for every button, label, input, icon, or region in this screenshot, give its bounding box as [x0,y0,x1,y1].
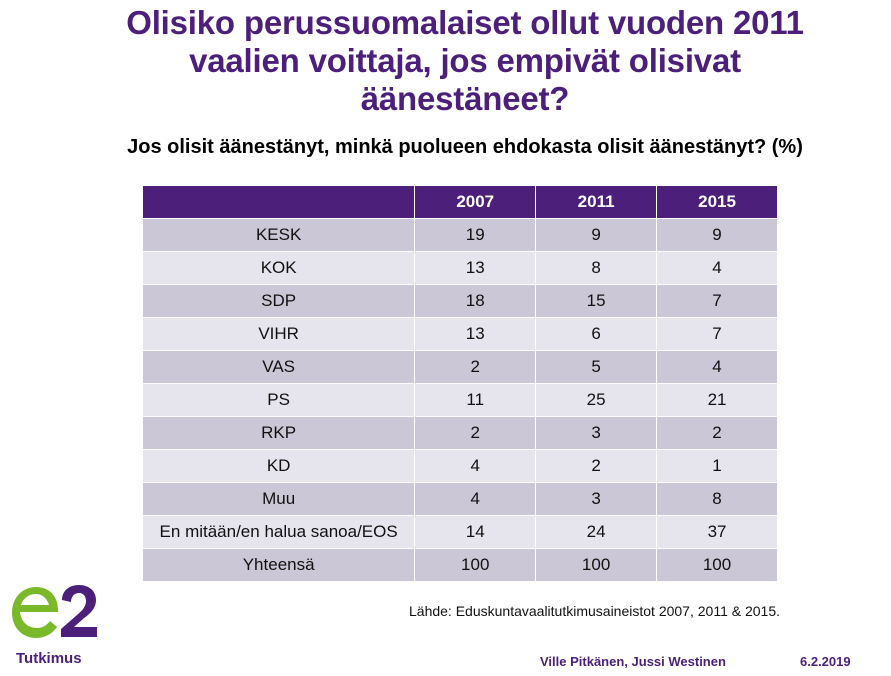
e2-logo-icon [12,585,97,638]
value-cell: 2 [414,350,537,384]
value-cell: 3 [535,482,658,516]
party-cell: PS [143,383,416,417]
value-cell: 4 [414,449,537,483]
party-cell: SDP [143,284,416,318]
logo-text: Tutkimus [16,650,82,667]
title-line-2: vaalien voittaja, jos empivät olisivat [189,42,741,79]
value-cell: 6 [535,317,658,351]
value-cell: 100 [656,548,778,582]
title-line-3: äänestäneet? [360,80,570,117]
value-cell: 2 [535,449,658,483]
value-cell: 15 [535,284,658,318]
table-row: Yhteensä 100 100 100 [143,548,778,582]
footer-authors: Ville Pitkänen, Jussi Westinen [540,654,726,669]
table-row: KOK 13 8 4 [143,251,778,285]
table-row: VAS 2 5 4 [143,350,778,384]
value-cell: 2 [414,416,537,450]
value-cell: 4 [414,482,537,516]
party-cell: VIHR [143,317,416,351]
party-cell: En mitään/en halua sanoa/EOS [143,515,416,549]
party-cell: KD [143,449,416,483]
table-row: PS 11 25 21 [143,383,778,417]
table-header-row: 2007 2011 2015 [143,186,778,219]
value-cell: 8 [535,251,658,285]
party-cell: VAS [143,350,416,384]
value-cell: 13 [414,317,537,351]
party-cell: Yhteensä [143,548,416,582]
value-cell: 5 [535,350,658,384]
header-party [143,186,416,219]
value-cell: 4 [656,350,778,384]
value-cell: 2 [656,416,778,450]
header-2011: 2011 [535,186,658,219]
party-cell: Muu [143,482,416,516]
table-row: VIHR 13 6 7 [143,317,778,351]
value-cell: 25 [535,383,658,417]
source-note: Lähde: Eduskuntavaalitutkimusaineistot 2… [409,603,780,619]
value-cell: 9 [535,218,658,252]
table-row: En mitään/en halua sanoa/EOS 14 24 37 [143,515,778,549]
party-cell: KESK [143,218,416,252]
value-cell: 13 [414,251,537,285]
value-cell: 14 [414,515,537,549]
results-table: 2007 2011 2015 KESK 19 9 9 KOK 13 8 4 SDP 18 15 7 VI… [143,186,778,582]
value-cell: 18 [414,284,537,318]
value-cell: 8 [656,482,778,516]
value-cell: 7 [656,284,778,318]
value-cell: 7 [656,317,778,351]
value-cell: 1 [656,449,778,483]
value-cell: 11 [414,383,537,417]
table-row: KESK 19 9 9 [143,218,778,252]
value-cell: 3 [535,416,658,450]
value-cell: 24 [535,515,658,549]
table-row: RKP 2 3 2 [143,416,778,450]
table-row: KD 4 2 1 [143,449,778,483]
value-cell: 19 [414,218,537,252]
footer-date: 6.2.2019 [800,654,851,669]
page-title: Olisiko perussuomalaiset ollut vuoden 20… [40,4,890,118]
header-2007: 2007 [414,186,537,219]
table-row: SDP 18 15 7 [143,284,778,318]
subtitle: Jos olisit äänestänyt, minkä puolueen eh… [127,136,803,158]
party-cell: KOK [143,251,416,285]
value-cell: 4 [656,251,778,285]
value-cell: 100 [414,548,537,582]
party-cell: RKP [143,416,416,450]
value-cell: 37 [656,515,778,549]
title-line-1: Olisiko perussuomalaiset ollut vuoden 20… [126,4,804,41]
value-cell: 21 [656,383,778,417]
header-2015: 2015 [656,186,778,219]
value-cell: 100 [535,548,658,582]
table-row: Muu 4 3 8 [143,482,778,516]
value-cell: 9 [656,218,778,252]
